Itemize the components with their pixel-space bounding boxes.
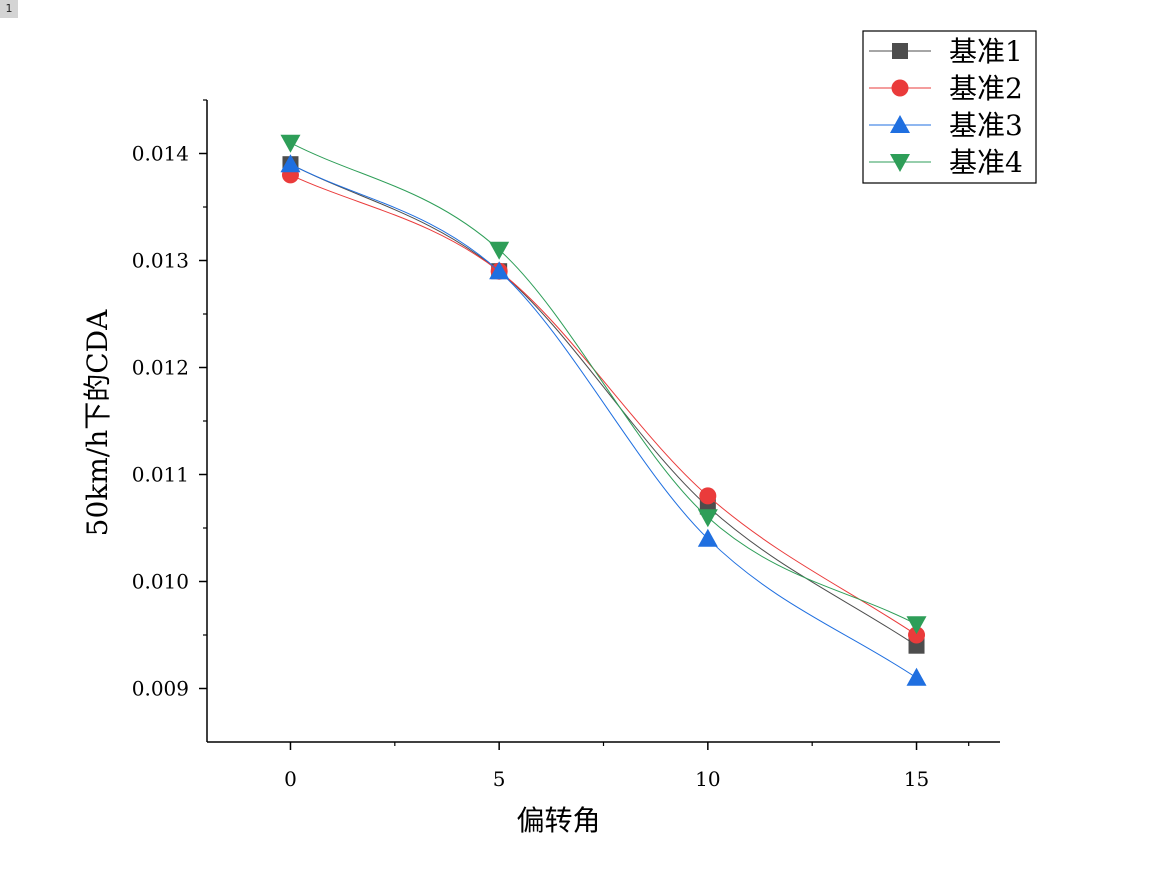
legend-marker — [891, 79, 909, 97]
page-number-badge: 1 — [0, 0, 18, 18]
axes: 0.009 0.010 0.011 0.012 0.013 0.014 0 5 10 15 — [132, 99, 1000, 791]
x-tick-label: 0 — [284, 767, 297, 791]
series-line — [290, 163, 917, 647]
y-tick-label: 0.009 — [132, 677, 189, 701]
legend-marker — [892, 43, 908, 59]
y-tick-label: 0.010 — [132, 570, 189, 594]
series-1 — [282, 156, 925, 654]
y-tick-label: 0.014 — [132, 142, 189, 166]
legend-box — [862, 30, 1037, 184]
y-tick-label: 0.013 — [132, 249, 189, 273]
data-point — [697, 509, 718, 528]
series-layer — [280, 134, 927, 686]
data-point — [280, 154, 301, 173]
data-point — [697, 528, 718, 547]
data-point — [906, 616, 927, 635]
legend-item: 基准4 — [869, 146, 1023, 179]
legend-item: 基准3 — [869, 109, 1023, 142]
data-point — [489, 241, 510, 260]
series-line — [290, 174, 917, 636]
series-2 — [281, 166, 926, 644]
legend-marker — [890, 115, 910, 133]
y-axis-title: 50km/h下的CDA — [81, 309, 114, 536]
y-tick-label: 0.012 — [132, 356, 189, 380]
series-4 — [280, 134, 927, 635]
x-tick-label: 5 — [493, 767, 506, 791]
x-tick-label: 15 — [904, 767, 929, 791]
legend-label: 基准3 — [949, 109, 1023, 142]
data-point — [906, 667, 927, 686]
x-axis-title: 偏转角 — [516, 804, 600, 837]
data-point — [908, 626, 926, 644]
legend: 基准1 基准2 基准3 基准4 — [862, 30, 1037, 184]
legend-item: 基准1 — [869, 35, 1023, 68]
series-line — [290, 163, 917, 679]
legend-marker — [890, 154, 910, 172]
legend-label: 基准4 — [949, 146, 1023, 179]
y-tick-label: 0.011 — [132, 463, 189, 487]
legend-item: 基准2 — [869, 72, 1023, 105]
data-point — [280, 134, 301, 153]
legend-label: 基准2 — [949, 72, 1023, 105]
x-tick-label: 10 — [695, 767, 720, 791]
data-point — [489, 261, 510, 280]
data-point — [699, 487, 717, 505]
series-line — [290, 142, 917, 625]
legend-label: 基准1 — [949, 35, 1023, 68]
series-3 — [280, 154, 927, 686]
